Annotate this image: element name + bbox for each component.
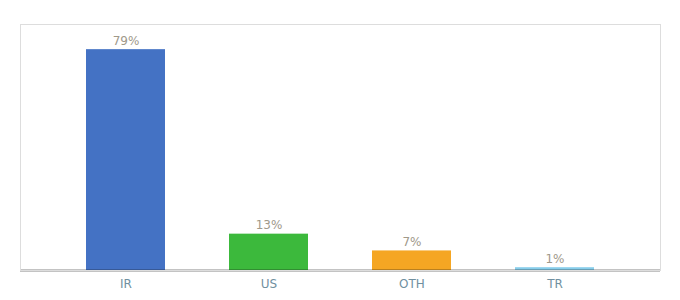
svg-text:7%: 7% [402, 235, 421, 249]
svg-text:OTH: OTH [399, 277, 425, 291]
svg-text:IR: IR [120, 277, 132, 291]
svg-text:79%: 79% [113, 33, 140, 47]
svg-text:US: US [261, 277, 277, 291]
svg-text:TR: TR [546, 277, 563, 291]
svg-text:1%: 1% [545, 252, 564, 266]
svg-text:13%: 13% [256, 218, 283, 232]
